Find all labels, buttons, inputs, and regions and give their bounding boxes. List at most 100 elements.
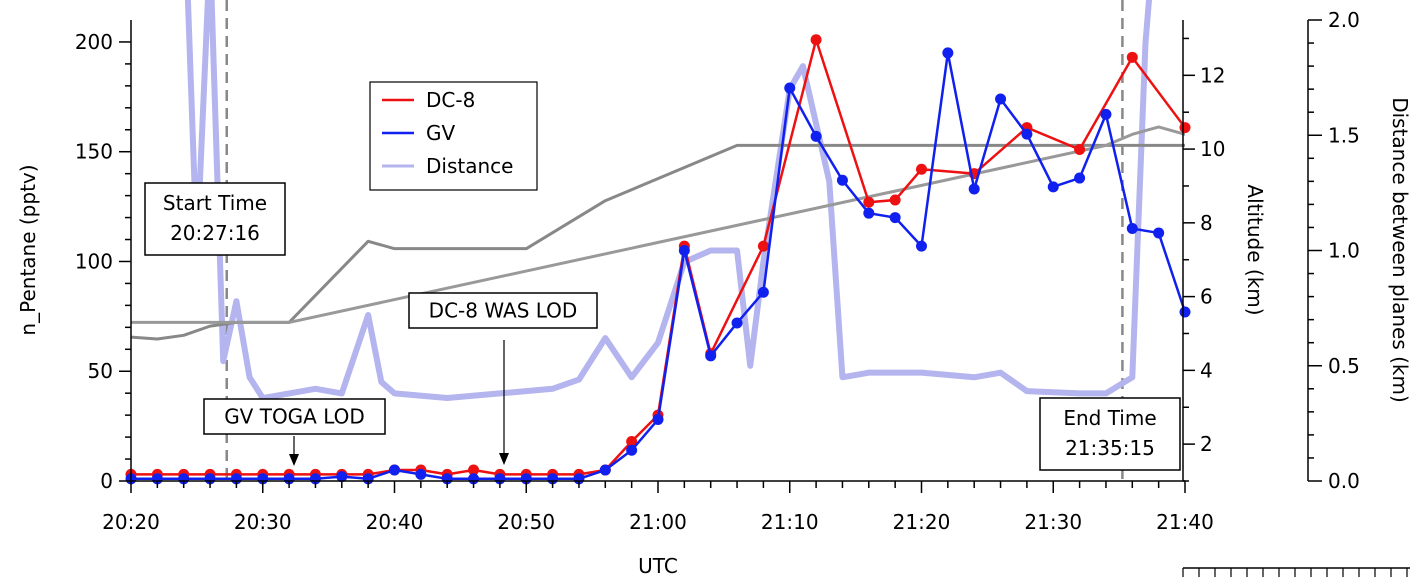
data-point [1179, 306, 1191, 318]
data-point [863, 207, 875, 219]
data-point [916, 240, 927, 252]
data-point [599, 464, 611, 476]
data-point [1153, 227, 1165, 239]
altitude-axis-title: Altitude (km) [1243, 184, 1267, 315]
data-point [810, 34, 822, 46]
foreground-series [125, 34, 1191, 485]
x-tick-label: 20:30 [234, 510, 292, 534]
data-point [652, 414, 664, 426]
altitude-tick-label: 4 [1200, 358, 1213, 382]
start-time-callout: Start Time 20:27:16 [144, 182, 286, 256]
distance-tick-label: 2.0 [1328, 8, 1360, 32]
x-tick-label: 20:50 [497, 510, 555, 534]
data-point [626, 435, 638, 447]
x-tick-label: 21:20 [893, 510, 951, 534]
axes: 20:20 20:30 20:40 20:50 21:00 21:10 21:20 21:30… [16, 8, 1412, 577]
left-tick-label: 200 [75, 30, 113, 54]
series-gv [125, 47, 1191, 485]
altitude-tick-label: 8 [1200, 211, 1213, 235]
dc8-lod-callout-text: DC-8 WAS LOD [429, 299, 578, 323]
data-point [1100, 108, 1112, 120]
series-distance [184, 0, 1153, 402]
data-point [1074, 172, 1086, 184]
data-point [942, 47, 954, 59]
x-tick-label: 21:10 [761, 510, 819, 534]
data-point [995, 93, 1007, 105]
x-axis-title: UTC [638, 554, 678, 577]
data-point [731, 317, 743, 329]
left-tick-label: 100 [75, 249, 113, 273]
altitude-tick-label: 10 [1200, 137, 1225, 161]
left-tick-label: 150 [75, 140, 113, 164]
data-point [336, 471, 348, 483]
x-tick-label: 21:00 [629, 510, 687, 534]
left-axis-title: n_Pentane (pptv) [16, 164, 40, 335]
distance-tick-label: 0.0 [1328, 469, 1360, 493]
left-tick-label: 50 [88, 359, 113, 383]
data-point [626, 444, 638, 456]
data-point [415, 468, 427, 480]
gv-lod-arrow-head [289, 454, 299, 466]
annotations: Start Time 20:27:16 End Time 21:35:15 DC-8 W… [144, 182, 1181, 471]
altitude-tick-label: 2 [1200, 432, 1213, 456]
distance-axis-title: Distance between planes (km) [1388, 97, 1412, 403]
x-tick-label: 21:40 [1156, 510, 1214, 534]
data-point [1179, 122, 1191, 134]
legend-entry-gv: GV [382, 121, 455, 145]
start-time-callout-box [144, 182, 286, 256]
dc8-lod-callout: DC-8 WAS LOD [408, 292, 598, 329]
series-line [131, 143, 1185, 341]
data-point [863, 196, 875, 208]
series-line [184, 0, 1153, 402]
series-line [131, 125, 1185, 324]
distance-tick-label: 0.5 [1328, 354, 1360, 378]
data-point [678, 245, 690, 256]
end-time-callout-text: End Time [1063, 406, 1156, 430]
data-point [968, 183, 980, 195]
end-time-callout: End Time 21:35:15 [1039, 397, 1181, 471]
gv-lod-callout-box [203, 398, 386, 435]
altitude-tick-label: 6 [1200, 285, 1213, 309]
legend: DC-8 GV Distance [369, 81, 538, 191]
legend-entry-distance: Distance [382, 154, 513, 178]
data-point [705, 350, 717, 362]
data-point [1047, 181, 1059, 193]
data-point [889, 212, 901, 224]
gv-lod-callout: GV TOGA LOD [203, 398, 386, 435]
data-point [916, 163, 927, 175]
series-altitude-2 [131, 125, 1185, 324]
distance-tick-label: 1.0 [1328, 239, 1360, 263]
x-tick-label: 20:40 [366, 510, 424, 534]
data-point [836, 174, 848, 186]
x-tick-label: 21:30 [1024, 510, 1082, 534]
x-tick-label: 20:20 [102, 510, 160, 534]
legend-label: Distance [426, 154, 513, 178]
legend-label: DC-8 [426, 88, 475, 112]
gv-lod-callout-text: GV TOGA LOD [224, 405, 365, 429]
data-point [389, 464, 400, 476]
data-point [468, 464, 480, 476]
dc8-lod-callout-box [408, 292, 598, 329]
legend-label: GV [426, 121, 455, 145]
altitude-tick-label: 12 [1200, 63, 1225, 87]
data-point [1126, 51, 1138, 63]
data-point [1126, 223, 1138, 235]
end-time-callout-text: 21:35:15 [1065, 436, 1155, 460]
dc8-lod-arrow-head [499, 453, 509, 465]
data-point [810, 130, 822, 142]
data-point [784, 82, 796, 94]
legend-entry-dc-8: DC-8 [382, 88, 475, 112]
left-tick-label: 0 [100, 469, 113, 493]
end-time-callout-box [1039, 397, 1181, 471]
background-series [131, 0, 1185, 402]
data-point [757, 286, 769, 298]
start-time-callout-text: Start Time [163, 191, 267, 215]
distance-tick-label: 1.5 [1328, 123, 1360, 147]
data-point [889, 194, 901, 206]
data-point [1021, 128, 1033, 140]
series-altitude [131, 143, 1185, 341]
data-point [757, 240, 769, 252]
data-point [1074, 144, 1086, 156]
start-time-callout-text: 20:27:16 [170, 221, 260, 245]
